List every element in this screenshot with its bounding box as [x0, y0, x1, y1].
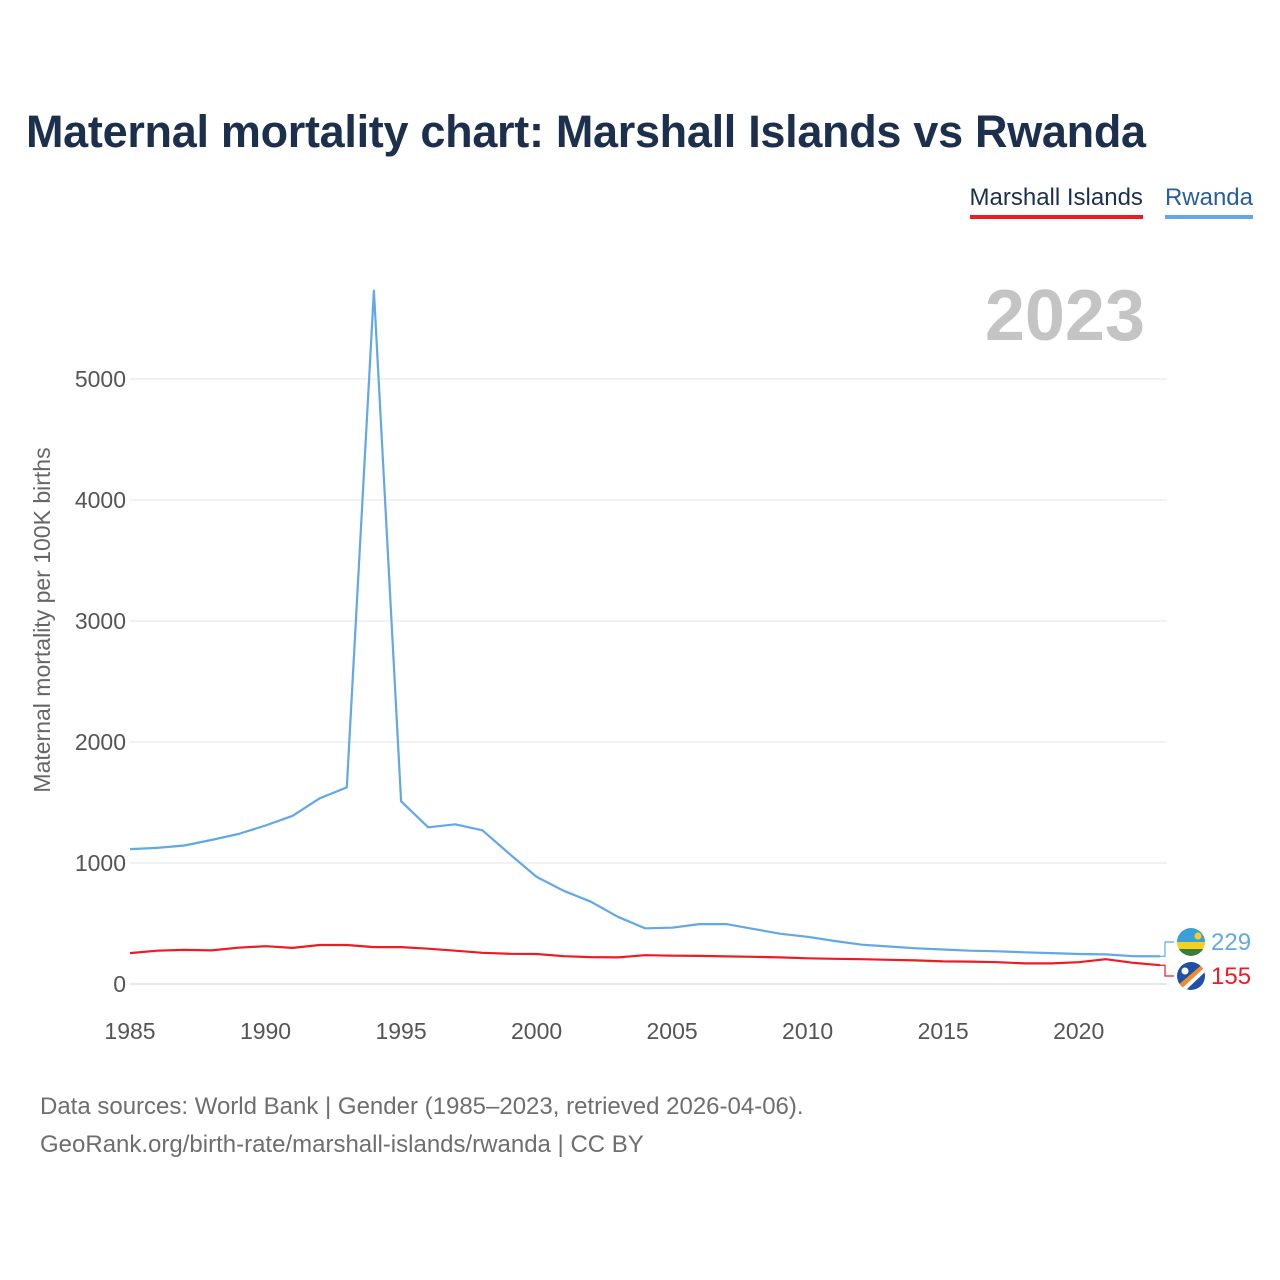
y-tick-label: 1000 [75, 850, 126, 876]
x-tick-label: 1995 [375, 1018, 426, 1044]
x-tick-label: 1985 [104, 1018, 155, 1044]
footer: Data sources: World Bank | Gender (1985–… [40, 1088, 804, 1164]
rwanda-leader-line [1160, 941, 1174, 957]
x-tick-label: 1990 [240, 1018, 291, 1044]
source-link[interactable]: GeoRank.org/birth-rate/marshall-islands/… [40, 1131, 644, 1158]
series-lines [129, 289, 1161, 967]
series-line-marshall-islands[interactable] [129, 943, 1161, 967]
rwanda-flag-icon [1177, 928, 1205, 956]
y-tick-label: 5000 [75, 366, 126, 392]
year-label: 2023 [985, 276, 1145, 356]
legend: Marshall Islands Rwanda [969, 184, 1253, 219]
y-tick-label: 3000 [75, 608, 126, 634]
x-tick-label: 2020 [1053, 1018, 1104, 1044]
y-tick-label: 2000 [75, 729, 126, 755]
x-tick-label: 2015 [918, 1018, 969, 1044]
y-axis-ticks: 0 1000 2000 3000 4000 5000 [75, 366, 126, 997]
series-line-rwanda[interactable] [129, 289, 1161, 958]
marshall-islands-leader-line [1160, 964, 1174, 977]
grid-lines [130, 378, 1167, 985]
rwanda-end-value: 229 [1211, 929, 1251, 956]
x-tick-label: 2000 [511, 1018, 562, 1044]
x-tick-label: 2005 [647, 1018, 698, 1044]
x-axis-ticks: 1985 1990 1995 2000 2005 2010 2015 2020 [104, 1018, 1104, 1044]
x-tick-label: 2010 [782, 1018, 833, 1044]
marshall-islands-flag-icon [1177, 962, 1205, 990]
y-tick-label: 0 [113, 971, 126, 997]
marshall-islands-end-value: 155 [1211, 963, 1251, 990]
y-tick-label: 4000 [75, 487, 126, 513]
y-axis-label: Maternal mortality per 100K births [29, 447, 55, 792]
legend-item-rwanda[interactable]: Rwanda [1164, 184, 1253, 219]
legend-item-marshall-islands[interactable]: Marshall Islands [969, 184, 1143, 219]
data-source-note: Data sources: World Bank | Gender (1985–… [40, 1093, 804, 1120]
page-title: Maternal mortality chart: Marshall Islan… [26, 106, 1146, 157]
